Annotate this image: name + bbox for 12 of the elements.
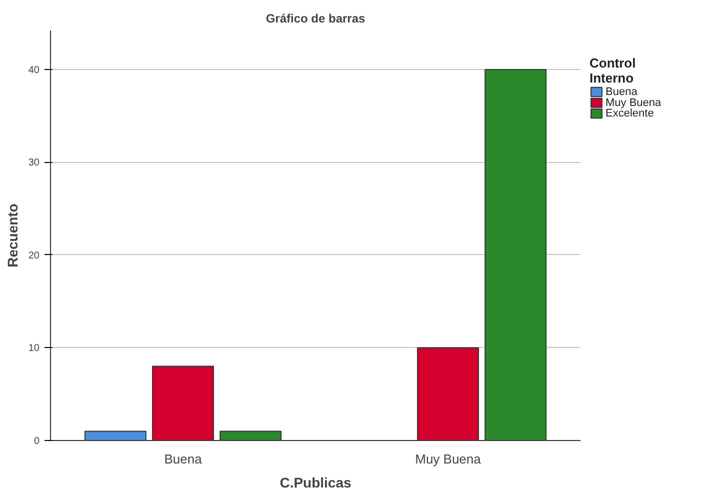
y-tick-label: 30 (28, 158, 40, 169)
y-tick-label: 10 (28, 343, 40, 354)
legend-label: Buena (606, 86, 638, 98)
legend-title: Control Interno (590, 55, 636, 86)
x-axis-title: C.Publicas (280, 474, 352, 490)
legend-label: Muy Buena (606, 96, 662, 109)
chart-title: Gráfico de barras (266, 12, 366, 26)
y-tick-label: 0 (34, 436, 40, 447)
y-axis-title: Recuento (4, 204, 20, 268)
y-tick-label: 20 (28, 250, 40, 262)
y-tick-label: 40 (28, 64, 40, 76)
legend-label: Excelente (606, 108, 654, 120)
